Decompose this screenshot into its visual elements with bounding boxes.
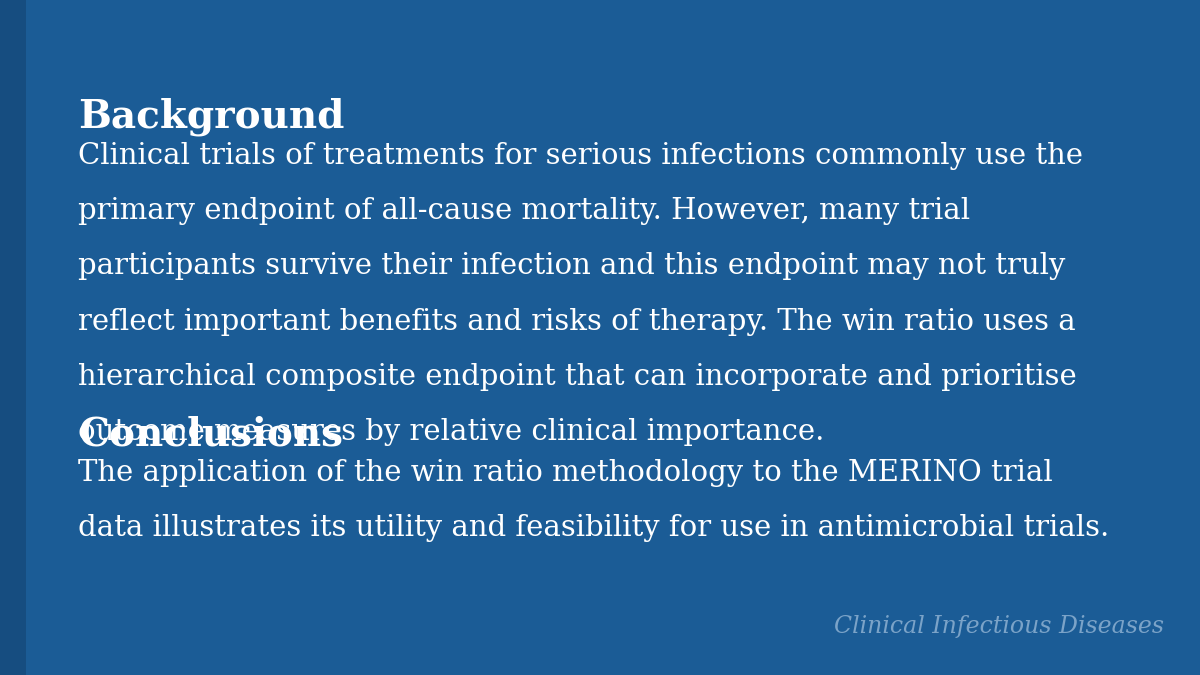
Text: reflect important benefits and risks of therapy. The win ratio uses a: reflect important benefits and risks of … bbox=[78, 308, 1075, 335]
Text: participants survive their infection and this endpoint may not truly: participants survive their infection and… bbox=[78, 252, 1066, 280]
Text: primary endpoint of all-cause mortality. However, many trial: primary endpoint of all-cause mortality.… bbox=[78, 197, 970, 225]
FancyBboxPatch shape bbox=[0, 0, 26, 675]
Text: Conclusions: Conclusions bbox=[78, 415, 343, 453]
Text: data illustrates its utility and feasibility for use in antimicrobial trials.: data illustrates its utility and feasibi… bbox=[78, 514, 1109, 542]
Text: Background: Background bbox=[78, 98, 344, 136]
Text: Clinical trials of treatments for serious infections commonly use the: Clinical trials of treatments for seriou… bbox=[78, 142, 1084, 169]
Text: hierarchical composite endpoint that can incorporate and prioritise: hierarchical composite endpoint that can… bbox=[78, 363, 1076, 391]
Text: outcome measures by relative clinical importance.: outcome measures by relative clinical im… bbox=[78, 418, 824, 446]
Text: Clinical Infectious Diseases: Clinical Infectious Diseases bbox=[834, 615, 1164, 638]
Text: The application of the win ratio methodology to the MERINO trial: The application of the win ratio methodo… bbox=[78, 459, 1052, 487]
